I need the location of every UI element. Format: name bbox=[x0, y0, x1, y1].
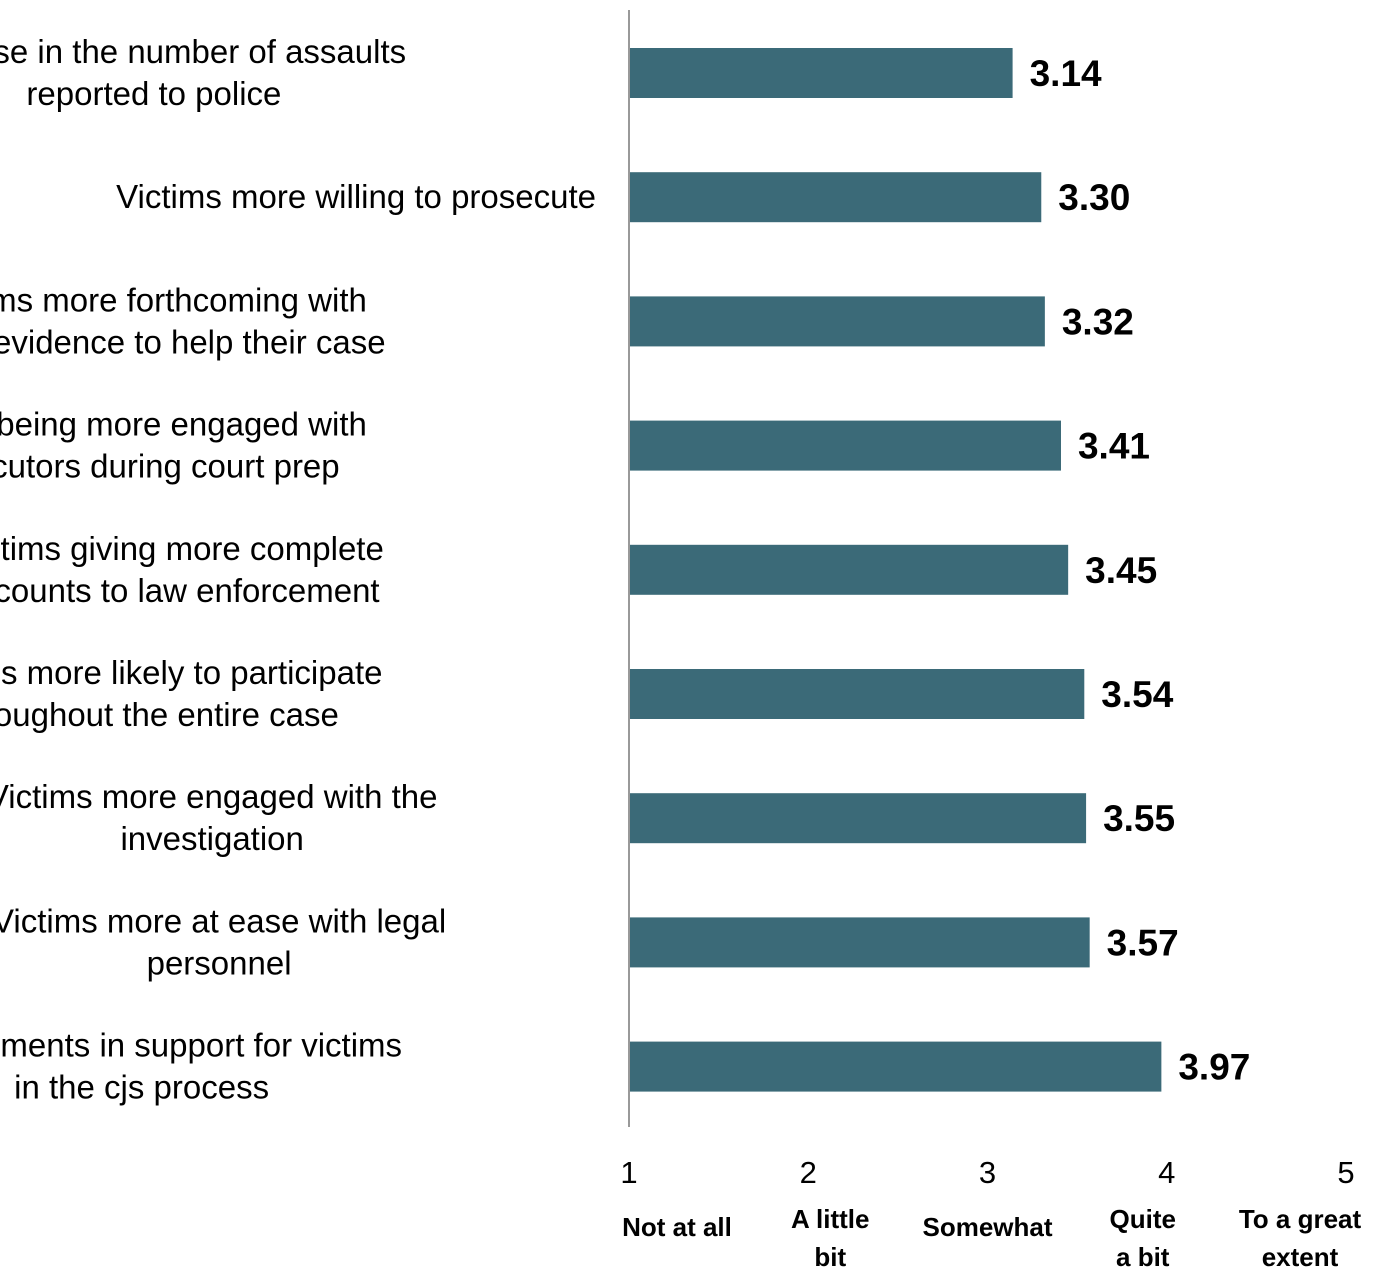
x-tick-description: Quite a bit bbox=[1110, 1204, 1176, 1272]
x-tick-description: Somewhat bbox=[922, 1212, 1052, 1242]
bar bbox=[629, 1041, 1162, 1092]
category-label-line: investigation bbox=[120, 820, 303, 857]
category-label: Increase in the number of assaults report… bbox=[0, 33, 406, 112]
category-label-line: Victims more at ease with legal bbox=[0, 902, 446, 939]
bar bbox=[629, 172, 1042, 223]
category-label: Victims being more engaged with prosecuto… bbox=[0, 406, 367, 485]
category-label-line: accounts to law enforcement bbox=[0, 572, 380, 609]
x-tick-description-line: extent bbox=[1262, 1242, 1339, 1272]
category-labels-group: Increase in the number of assaults report… bbox=[0, 33, 596, 1106]
bar bbox=[629, 420, 1061, 471]
value-labels-group: 3.14 3.30 3.32 3.41 3.45 3.54 3.55 3.57 3.97 bbox=[1030, 53, 1251, 1088]
category-label-line: Victims more willing to prosecute bbox=[116, 178, 596, 215]
category-label: Victims more forthcoming with other evide… bbox=[0, 281, 386, 360]
bar-value-label: 3.45 bbox=[1085, 550, 1157, 591]
x-tick-description: Not at all bbox=[622, 1212, 732, 1242]
x-tick-description-line: Not at all bbox=[622, 1212, 732, 1242]
category-label-line: Victims being more engaged with bbox=[0, 406, 367, 443]
x-tick-description-line: A little bbox=[791, 1204, 869, 1234]
x-tick-description-line: bit bbox=[814, 1242, 846, 1272]
category-label: Victims more engaged with the investigati… bbox=[0, 778, 437, 857]
x-tick-label: 2 bbox=[800, 1155, 817, 1190]
category-label: Victims more at ease with legal personnel bbox=[0, 902, 446, 981]
bar bbox=[629, 917, 1090, 968]
category-label-line: Victims more forthcoming with bbox=[0, 281, 367, 318]
category-label-line: prosecutors during court prep bbox=[0, 448, 340, 485]
bars-group bbox=[629, 48, 1162, 1092]
bar bbox=[629, 544, 1069, 595]
category-label-line: Improvements in support for victims bbox=[0, 1027, 402, 1064]
category-label-line: Increase in the number of assaults bbox=[0, 33, 406, 70]
bar bbox=[629, 48, 1013, 98]
x-tick-label: 4 bbox=[1158, 1155, 1175, 1190]
category-label-line: other evidence to help their case bbox=[0, 323, 386, 360]
category-label: Improvements in support for victims in th… bbox=[0, 1027, 402, 1106]
bar-value-label: 3.55 bbox=[1103, 798, 1175, 839]
category-label-line: in the cjs process bbox=[14, 1069, 269, 1106]
bar bbox=[629, 296, 1045, 347]
x-tick-description-line: a bit bbox=[1116, 1242, 1170, 1272]
category-label: Victims more likely to participate throug… bbox=[0, 654, 382, 733]
x-tick-label: 5 bbox=[1337, 1155, 1354, 1190]
x-tick-description-line: Somewhat bbox=[922, 1212, 1052, 1242]
x-tick-label: 3 bbox=[979, 1155, 996, 1190]
x-axis-ticks-group: 1 Not at all 2 A little bit 3 Somewhat 4 Quite a … bbox=[620, 1155, 1361, 1272]
bar-value-label: 3.14 bbox=[1030, 53, 1102, 94]
x-tick-description: To a great extent bbox=[1239, 1204, 1362, 1272]
category-label-line: throughout the entire case bbox=[0, 696, 339, 733]
category-label-line: Victims giving more complete bbox=[0, 530, 384, 567]
category-label: Victims more willing to prosecute bbox=[116, 178, 596, 215]
bar-value-label: 3.57 bbox=[1107, 922, 1179, 963]
bar-value-label: 3.97 bbox=[1178, 1047, 1250, 1088]
bar-value-label: 3.41 bbox=[1078, 426, 1150, 467]
bar bbox=[629, 669, 1085, 719]
category-label-line: reported to police bbox=[26, 75, 281, 112]
x-tick-description-line: Quite bbox=[1110, 1204, 1176, 1234]
x-tick-label: 1 bbox=[620, 1155, 637, 1190]
category-label-line: Victims more engaged with the bbox=[0, 778, 437, 815]
bar-value-label: 3.32 bbox=[1062, 301, 1134, 342]
x-tick-description: A little bit bbox=[791, 1204, 869, 1272]
bar bbox=[629, 793, 1087, 844]
x-tick-description-line: To a great bbox=[1239, 1204, 1362, 1234]
category-label-line: Victims more likely to participate bbox=[0, 654, 382, 691]
bar-value-label: 3.54 bbox=[1101, 674, 1173, 715]
category-label-line: personnel bbox=[147, 944, 292, 981]
category-label: Victims giving more complete accounts to … bbox=[0, 530, 384, 609]
bar-value-label: 3.30 bbox=[1058, 177, 1130, 218]
